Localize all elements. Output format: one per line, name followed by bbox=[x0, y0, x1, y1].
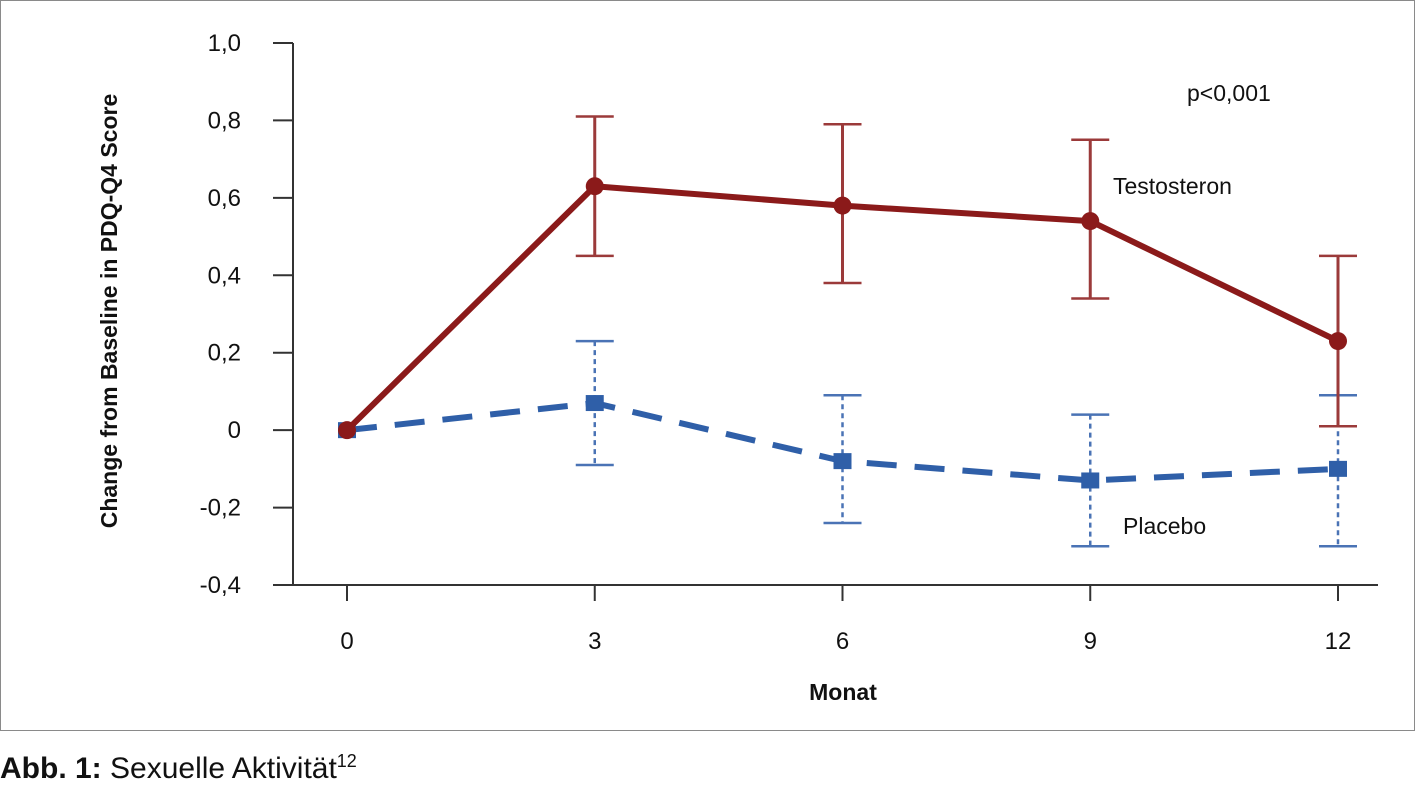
x-axis-label: Monat bbox=[809, 679, 877, 705]
data-point bbox=[833, 196, 852, 215]
p-value-annotation: p<0,001 bbox=[1187, 80, 1271, 106]
data-point bbox=[585, 177, 604, 196]
y-tick-label: 1,0 bbox=[208, 30, 241, 57]
caption-text: Sexuelle Aktivität bbox=[101, 752, 337, 785]
y-tick-label: 0,8 bbox=[208, 107, 241, 134]
y-tick-label: 0,6 bbox=[208, 185, 241, 212]
series-placebo bbox=[338, 339, 1357, 548]
data-point bbox=[833, 453, 852, 470]
y-tick-label: -0,2 bbox=[200, 495, 241, 522]
caption-label: Abb. 1: bbox=[0, 752, 102, 785]
x-tick-label: 3 bbox=[588, 628, 601, 655]
y-tick-label: 0 bbox=[228, 417, 241, 444]
y-axis-ticks: 1,0 0,8 0,6 0,4 0,2 0 -0,2 -0,4 bbox=[200, 30, 293, 599]
x-axis-ticks: 0 3 6 9 12 bbox=[340, 585, 1351, 655]
series-label-testosteron: Testosteron bbox=[1113, 173, 1232, 199]
chart-axes bbox=[292, 43, 1378, 586]
line-chart: 1,0 0,8 0,6 0,4 0,2 0 -0,2 -0,4 0 3 6 9 12 Change f… bbox=[96, 30, 1378, 705]
y-axis-label: Change from Baseline in PDQ-Q4 Score bbox=[96, 94, 122, 529]
data-point bbox=[1081, 472, 1100, 489]
data-point bbox=[338, 421, 356, 440]
x-tick-label: 12 bbox=[1325, 628, 1352, 655]
data-point bbox=[585, 395, 604, 412]
series-testosteron bbox=[338, 115, 1357, 440]
data-point bbox=[1329, 460, 1347, 477]
figure-caption: Abb. 1: Sexuelle Aktivität12 bbox=[0, 752, 357, 786]
y-tick-label: -0,4 bbox=[200, 572, 241, 599]
series-label-placebo: Placebo bbox=[1123, 513, 1206, 539]
y-tick-label: 0,2 bbox=[208, 340, 241, 367]
data-point bbox=[1081, 212, 1100, 231]
error-bar bbox=[575, 339, 614, 467]
x-tick-label: 0 bbox=[340, 628, 353, 655]
caption-footnote-ref: 12 bbox=[336, 751, 357, 771]
figure-frame: 1,0 0,8 0,6 0,4 0,2 0 -0,2 -0,4 0 3 6 9 12 Change f… bbox=[0, 0, 1415, 731]
x-tick-label: 9 bbox=[1084, 628, 1097, 655]
data-point bbox=[1329, 332, 1347, 351]
y-tick-label: 0,4 bbox=[208, 262, 241, 289]
series-layer bbox=[338, 115, 1357, 548]
x-tick-label: 6 bbox=[836, 628, 849, 655]
